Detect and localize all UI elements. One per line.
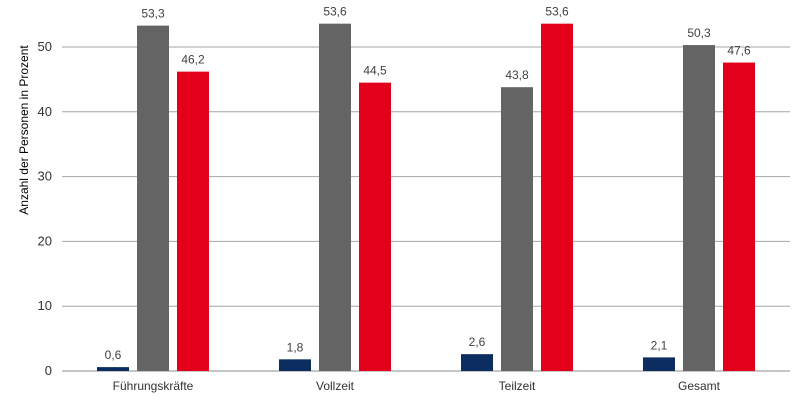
data-label: 46,2: [181, 53, 205, 67]
data-label: 43,8: [505, 68, 529, 82]
data-label: 2,6: [469, 335, 486, 349]
data-label: 2,1: [651, 338, 668, 352]
bar: [359, 82, 391, 371]
data-label: 53,6: [545, 5, 569, 19]
axes: 0 10 20 30 40 50 Führungskräfte Vollzeit Teilzei…: [38, 39, 721, 393]
data-labels: 0,6 53,3 46,2 1,8 53,6 44,5 2,6 43,8 53,6 2,1 50,3…: [105, 5, 751, 362]
bar: [723, 62, 755, 371]
data-label: 53,6: [323, 5, 347, 19]
bar: [319, 23, 351, 372]
bar: [501, 87, 533, 372]
data-label: 47,6: [727, 44, 751, 58]
data-label: 53,3: [141, 7, 165, 21]
category-label: Vollzeit: [316, 379, 355, 393]
bars: [97, 23, 755, 372]
data-label: 0,6: [105, 348, 122, 362]
category-label: Teilzeit: [499, 379, 536, 393]
y-tick-label: 50: [38, 39, 52, 54]
y-tick-label: 0: [45, 363, 52, 378]
y-axis-title: Anzahl der Personen in Prozent: [17, 45, 31, 215]
y-tick-label: 10: [38, 298, 52, 313]
data-label: 44,5: [363, 64, 387, 78]
bar: [279, 359, 311, 371]
y-tick-label: 30: [38, 169, 52, 184]
category-label: Gesamt: [678, 379, 721, 393]
bar: [97, 367, 129, 371]
y-tick-label: 40: [38, 104, 52, 119]
bar: [683, 45, 715, 371]
bar: [541, 23, 573, 372]
category-label: Führungskräfte: [113, 379, 194, 393]
bar: [137, 25, 169, 372]
data-label: 1,8: [287, 340, 304, 354]
bar: [643, 357, 675, 371]
data-label: 50,3: [687, 26, 711, 40]
bar: [461, 354, 493, 371]
bar: [177, 71, 209, 372]
gridlines: [62, 46, 790, 372]
y-tick-label: 20: [38, 233, 52, 248]
